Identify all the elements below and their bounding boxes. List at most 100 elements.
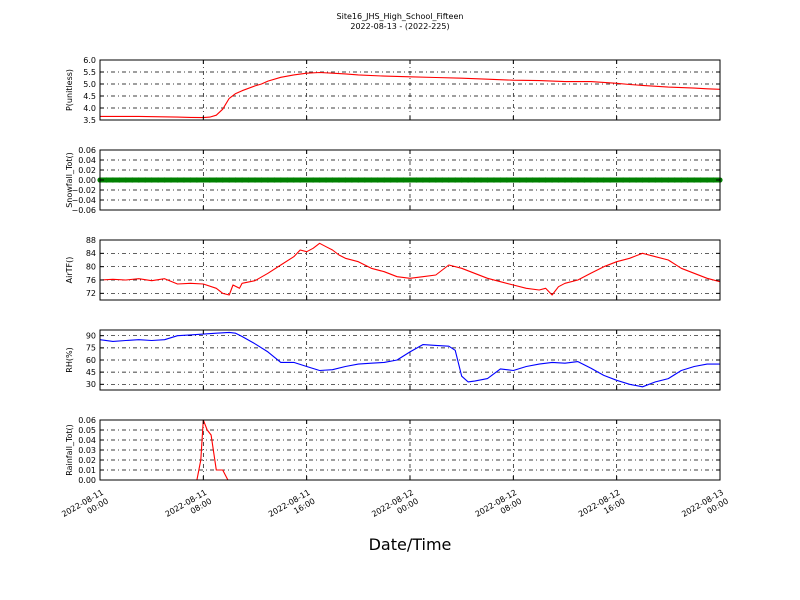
series-point (678, 177, 684, 183)
series-point (491, 177, 497, 183)
series-point (110, 177, 116, 183)
series-point (452, 177, 458, 183)
series-point (342, 177, 349, 183)
panel-1: 3.5 4.0 4.5 5.0 5.5 6.0 P(unitless) (65, 56, 721, 125)
series-point (704, 177, 710, 183)
series-point (155, 177, 161, 183)
y-tick-label: 0.02 (78, 456, 96, 465)
series-point (329, 177, 336, 183)
series-point (439, 177, 445, 183)
series-point (607, 177, 613, 183)
series-point (646, 177, 652, 183)
series-line (100, 242, 720, 296)
series-point (665, 177, 671, 183)
series-point (271, 177, 277, 183)
series-point (459, 177, 465, 183)
y-tick-label: 0.02 (78, 166, 96, 175)
series-point (368, 177, 374, 183)
series-point (136, 177, 142, 183)
series-point (549, 177, 555, 183)
series-point (465, 177, 471, 183)
series-point (626, 177, 633, 183)
series-point (614, 177, 620, 183)
series-point (555, 177, 562, 183)
series-point (633, 177, 639, 183)
series-point (710, 177, 717, 183)
series-point (530, 177, 536, 183)
series-point (543, 177, 549, 183)
series-point (258, 177, 265, 183)
y-tick-label: 60 (86, 356, 96, 365)
series-point (594, 177, 600, 183)
series-point (484, 177, 491, 183)
y-axis-label: RH(%) (65, 347, 74, 372)
figure-title-line1: Site16_JHS_High_School_Fifteen (337, 12, 464, 21)
series-point (620, 177, 626, 183)
series-point (639, 177, 646, 183)
y-tick-label: −0.02 (71, 186, 96, 195)
series-point (659, 177, 665, 183)
y-tick-label: −0.06 (71, 206, 96, 215)
series-point (323, 177, 329, 183)
y-tick-label: 0.03 (78, 446, 96, 455)
y-tick-label: 84 (86, 249, 96, 258)
series-point (375, 177, 381, 183)
y-tick-label: 0.00 (78, 176, 96, 185)
panel-2: −0.06−0.04−0.020.000.020.040.06 Snowfall_… (65, 146, 723, 215)
series-point (601, 177, 607, 183)
series-point (575, 177, 581, 183)
y-axis-label: P(unitless) (65, 69, 74, 111)
series-point (471, 177, 478, 183)
y-axis-label: Rainfall_Tot() (65, 424, 74, 476)
series-point (310, 177, 316, 183)
y-tick-label: 5.5 (83, 68, 96, 77)
series-point (413, 177, 420, 183)
series-point (181, 177, 187, 183)
series-point (446, 177, 452, 183)
series-point (381, 177, 387, 183)
series-point (536, 177, 542, 183)
series-point (420, 177, 426, 183)
series-point (652, 177, 659, 183)
series-point (123, 177, 129, 183)
series-point (142, 177, 148, 183)
panel-4: 30 45 60 75 90 RH(%) (65, 329, 721, 391)
series-point (433, 177, 439, 183)
panel-3: 72 76 80 84 88 AirTF() (65, 236, 721, 301)
series-point (336, 177, 342, 183)
y-tick-label: −0.04 (71, 196, 96, 205)
series-point (510, 177, 516, 183)
x-axis-label: Date/Time (369, 535, 452, 554)
series-point (291, 177, 297, 183)
y-tick-label: 75 (86, 344, 96, 353)
series-point (174, 177, 181, 183)
series-point (504, 177, 510, 183)
series-point (685, 177, 691, 183)
series-point (691, 177, 697, 183)
y-tick-label: 0.04 (78, 436, 96, 445)
y-tick-label: 0.06 (78, 416, 96, 425)
series-point (168, 177, 174, 183)
y-tick-label: 80 (86, 262, 96, 271)
y-tick-label: 76 (86, 276, 96, 285)
y-tick-label: 30 (86, 380, 96, 389)
series-point (207, 177, 213, 183)
y-tick-label: 45 (86, 368, 96, 377)
series-point (220, 177, 226, 183)
y-tick-label: 88 (86, 236, 96, 245)
series-point (388, 177, 394, 183)
y-tick-label: 4.0 (83, 104, 96, 113)
y-tick-label: 90 (86, 331, 96, 340)
series-point (200, 177, 206, 183)
figure-title-line2: 2022-08-13 - (2022-225) (350, 22, 449, 31)
series-point (297, 177, 303, 183)
y-tick-label: 0.04 (78, 156, 96, 165)
